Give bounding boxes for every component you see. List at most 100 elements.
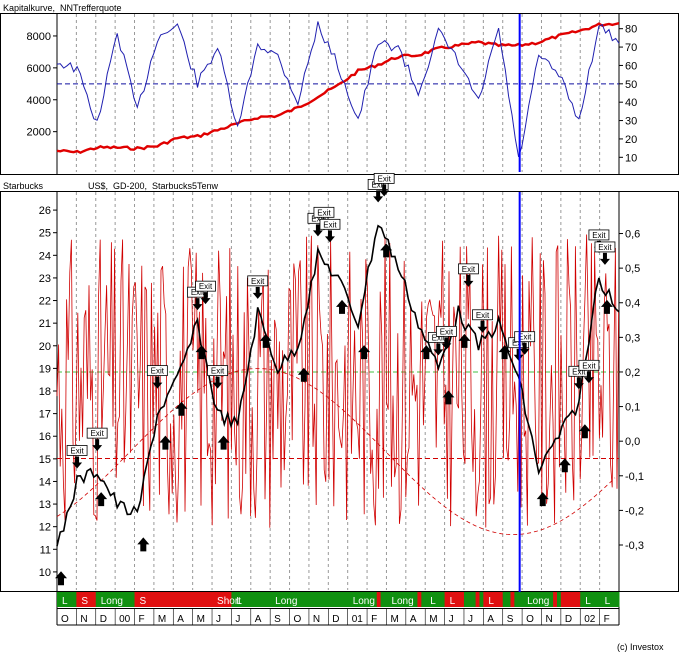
month-label: 00 — [119, 614, 131, 625]
month-label: M — [158, 614, 166, 625]
month-label: N — [313, 614, 320, 625]
exit-marker-box — [66, 445, 88, 456]
position-label: Long — [101, 596, 123, 607]
exit-marker-label: Exit — [462, 265, 476, 274]
exit-marker-label: Exit — [377, 174, 391, 183]
position-stripe — [179, 592, 185, 607]
bottom-left-tick-label: 20 — [39, 341, 51, 353]
position-label: L — [62, 596, 68, 607]
exit-arrow-down — [252, 286, 263, 299]
month-label: O — [61, 614, 69, 625]
exit-arrow-down — [599, 252, 610, 265]
bottom-left-tick-label: 13 — [39, 499, 51, 511]
month-label: 01 — [352, 614, 364, 625]
bottom-left-tick-label: 11 — [40, 544, 51, 556]
position-label: S — [81, 596, 88, 607]
position-segment — [308, 592, 329, 607]
bottom-left-tick-label: 22 — [39, 296, 51, 308]
exit-marker-box — [458, 263, 479, 275]
bottom-right-tick-label: -0,1 — [625, 471, 644, 483]
position-segment — [347, 592, 368, 607]
entry-arrow-up — [297, 367, 310, 382]
entry-arrow-up — [458, 333, 471, 348]
exit-arrow-down — [463, 274, 474, 287]
position-stripe — [376, 592, 381, 607]
position-label: Long — [527, 596, 549, 607]
indicator-average-line — [56, 368, 616, 536]
position-segment — [212, 592, 232, 607]
entry-arrow-up — [536, 492, 549, 507]
position-stripe — [510, 592, 515, 607]
position-label: Short — [217, 596, 241, 607]
exit-marker-label: Exit — [90, 429, 104, 438]
month-label: N — [80, 614, 87, 625]
exit-marker-box — [247, 275, 269, 287]
month-label: M — [197, 614, 205, 625]
entry-arrow-up — [336, 299, 349, 314]
indicator-line — [56, 234, 619, 528]
month-label: A — [487, 614, 494, 625]
bottom-left-tick-label: 18 — [39, 386, 51, 398]
month-label: A — [177, 614, 184, 625]
exit-arrow-down — [212, 376, 223, 389]
position-segment — [115, 592, 136, 607]
exit-marker-label: Exit — [440, 327, 454, 336]
exit-marker-box — [588, 229, 610, 241]
month-label: S — [274, 614, 281, 625]
position-label: L — [488, 596, 494, 607]
top-panel-frame — [0, 13, 679, 175]
month-label: F — [139, 614, 145, 625]
top-panel-title: Kapitalkurve, NNTrefferquote — [3, 3, 122, 13]
exit-marker-box — [594, 241, 616, 253]
position-segment — [250, 592, 271, 607]
position-stripe — [475, 592, 480, 607]
exit-marker-label: Exit — [432, 333, 446, 342]
entry-arrow-up — [498, 345, 511, 360]
month-label: O — [294, 614, 302, 625]
price-line — [56, 224, 620, 547]
exit-arrow-down — [573, 377, 584, 390]
position-segment — [192, 592, 213, 607]
month-label: J — [468, 614, 473, 625]
exit-arrow-down — [513, 348, 524, 361]
month-label: O — [526, 614, 534, 625]
exit-marker-box — [373, 172, 395, 184]
top-left-tick-label: 2000 — [27, 127, 51, 139]
entry-arrow-up — [137, 537, 150, 552]
position-label: L — [585, 596, 591, 607]
bottom-left-tick-label: 24 — [39, 250, 51, 262]
exit-marker-label: Exit — [518, 333, 532, 342]
bottom-right-tick-label: 0,4 — [625, 298, 640, 310]
top-right-tick-label: 50 — [625, 79, 637, 91]
exit-marker-label: Exit — [582, 361, 596, 370]
exit-marker-label: Exit — [251, 277, 265, 286]
position-segment — [522, 592, 542, 607]
top-right-tick-label: 10 — [625, 152, 637, 164]
month-label: A — [410, 614, 417, 625]
exit-marker-label: Exit — [199, 282, 213, 291]
position-label: Long — [391, 596, 413, 607]
exit-arrow-down — [92, 439, 103, 452]
entry-arrow-up — [55, 571, 68, 586]
position-stripe — [417, 592, 422, 607]
bottom-left-tick-label: 19 — [39, 363, 51, 375]
bottom-right-tick-label: 0,3 — [625, 332, 640, 344]
month-label: J — [216, 614, 221, 625]
exit-marker-label: Exit — [311, 214, 325, 223]
exit-marker-box — [313, 206, 335, 218]
bottom-right-tick-label: -0,2 — [625, 505, 644, 517]
bottom-right-tick-label: -0,3 — [625, 540, 644, 552]
exit-arrow-down — [441, 337, 452, 350]
entry-arrow-up — [420, 345, 433, 360]
entry-arrow-up — [380, 243, 393, 258]
month-label: F — [604, 614, 610, 625]
exit-marker-box — [207, 365, 228, 377]
hit-rate-line — [56, 21, 620, 158]
month-label: A — [255, 614, 262, 625]
bottom-right-tick-label: 0,5 — [625, 263, 640, 275]
entry-arrow-up — [195, 345, 208, 360]
position-label: Long — [275, 596, 297, 607]
bottom-left-tick-label: 10 — [39, 567, 51, 579]
entry-arrow-up — [578, 424, 591, 439]
